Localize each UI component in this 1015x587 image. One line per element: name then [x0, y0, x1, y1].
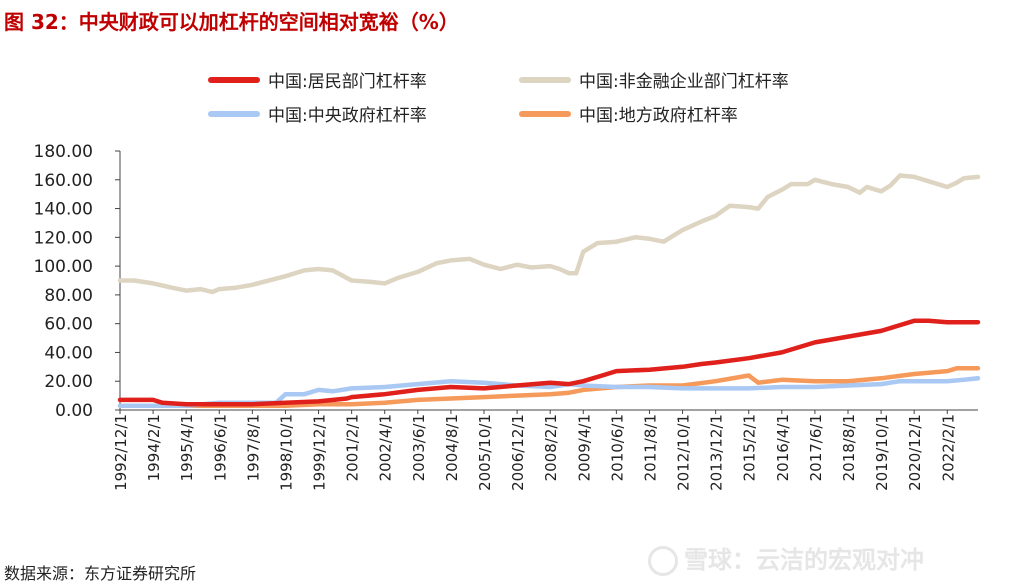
x-tick-label: 2001/2/1: [344, 414, 362, 481]
central-line: [117, 376, 981, 408]
x-tick-label: 1996/6/1: [211, 414, 229, 481]
legend-label-central: 中国:中央政府杠杆率: [268, 106, 427, 126]
x-tick-label: 1997/8/1: [244, 414, 262, 481]
x-tick-label: 2016/4/1: [774, 414, 792, 481]
x-tick-label: 2003/6/1: [410, 414, 428, 481]
x-tick-label: 2012/10/1: [675, 414, 693, 491]
x-tick-label: 2020/12/1: [906, 414, 924, 491]
x-tick-label: 2018/8/1: [840, 414, 858, 481]
legend-label-local: 中国:地方政府杠杆率: [579, 106, 738, 126]
x-tick-label: 2008/2/1: [542, 414, 560, 481]
x-tick-label: 2017/6/1: [807, 414, 825, 481]
line-chart: 0.00 20.00 40.00 60.00 80.00 100.00 120.00 140.…: [34, 142, 981, 491]
x-tick-label: 1994/2/1: [145, 414, 163, 481]
x-tick-label: 2011/8/1: [641, 414, 659, 481]
chart-title: 图 32：中央财政可以加杠杆的空间相对宽裕（%）: [4, 10, 459, 34]
snowball-logo-icon: [648, 546, 678, 576]
y-tick-label: 120.00: [34, 228, 93, 248]
legend-swatch-household: [208, 77, 260, 83]
x-tick-label: 1992/12/1: [112, 414, 130, 491]
y-tick-label: 60.00: [44, 315, 93, 335]
y-tick-label: 140.00: [34, 200, 93, 220]
legend-swatch-local: [519, 111, 571, 117]
x-tick-label: 2009/4/1: [575, 414, 593, 481]
x-tick-label: 2019/10/1: [873, 414, 891, 491]
y-tick-label: 20.00: [44, 372, 93, 392]
source-note: 数据来源：东方证券研究所: [4, 564, 197, 583]
x-tick-label: 1999/12/1: [311, 414, 329, 491]
watermark-text: 雪球：云洁的宏观对冲: [684, 546, 924, 574]
y-tick-label: 0.00: [55, 401, 93, 421]
legend-label-household: 中国:居民部门杠杆率: [268, 72, 427, 92]
x-tick-label: 1998/10/1: [277, 414, 295, 491]
x-tick-label: 2004/8/1: [443, 414, 461, 481]
x-tick-label: 2013/12/1: [708, 414, 726, 491]
nonfinancial-line: [117, 173, 981, 295]
y-tick-label: 100.00: [34, 257, 93, 277]
legend-label-nonfinancial: 中国:非金融企业部门杠杆率: [579, 72, 789, 92]
local-line: [117, 366, 981, 408]
x-tick-label: 2015/2/1: [741, 414, 759, 481]
x-tick-label: 2002/4/1: [377, 414, 395, 481]
legend-swatch-central: [208, 111, 260, 117]
x-tick-label: 2022/2/1: [939, 414, 957, 481]
x-tick-label: 2006/12/1: [509, 414, 527, 491]
legend: 中国:居民部门杠杆率 中国:非金融企业部门杠杆率 中国:中央政府杠杆率 中国:地…: [0, 0, 1015, 140]
household-line: [117, 318, 981, 407]
y-tick-label: 80.00: [44, 286, 93, 306]
x-tick-label: 2010/6/1: [608, 414, 626, 481]
x-tick-label: 2005/10/1: [476, 414, 494, 491]
watermark: 雪球：云洁的宏观对冲: [648, 540, 924, 576]
y-tick-label: 160.00: [34, 171, 93, 191]
legend-swatch-nonfinancial: [519, 77, 571, 83]
y-tick-label: 40.00: [44, 343, 93, 363]
x-tick-label: 1995/4/1: [178, 414, 196, 481]
y-tick-label: 180.00: [34, 142, 93, 162]
